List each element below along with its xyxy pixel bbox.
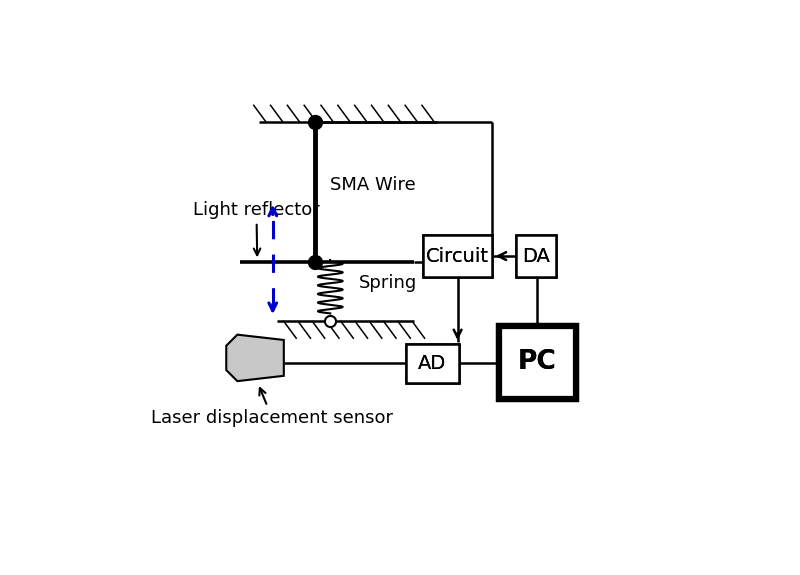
Text: SMA Wire: SMA Wire bbox=[330, 176, 416, 194]
Text: AD: AD bbox=[418, 354, 446, 373]
Bar bbox=[516, 235, 556, 277]
Polygon shape bbox=[226, 335, 284, 381]
Bar bbox=[423, 235, 492, 277]
Text: DA: DA bbox=[522, 247, 550, 266]
Text: PC: PC bbox=[518, 350, 557, 375]
Bar bbox=[498, 326, 576, 399]
Text: PC: PC bbox=[518, 350, 557, 375]
Bar bbox=[406, 343, 458, 384]
Text: Circuit: Circuit bbox=[426, 247, 489, 266]
Text: Circuit: Circuit bbox=[426, 247, 489, 266]
Text: Laser displacement sensor: Laser displacement sensor bbox=[151, 388, 394, 427]
Text: DA: DA bbox=[522, 247, 550, 266]
Bar bbox=[423, 235, 492, 277]
Bar bbox=[498, 326, 576, 399]
Bar bbox=[406, 343, 458, 384]
Bar bbox=[516, 235, 556, 277]
Text: AD: AD bbox=[418, 354, 446, 373]
Text: Light reflector: Light reflector bbox=[193, 201, 320, 255]
Text: Spring: Spring bbox=[359, 274, 418, 292]
